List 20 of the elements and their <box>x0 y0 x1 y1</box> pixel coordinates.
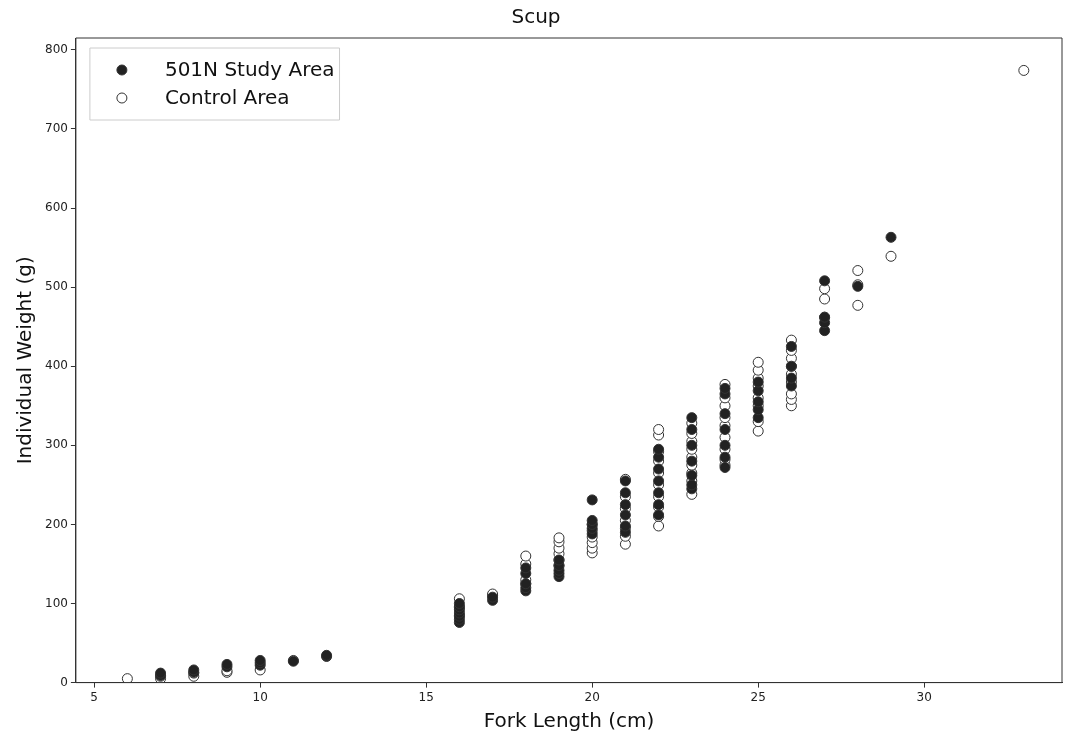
legend-label: 501N Study Area <box>164 57 335 82</box>
x-axis-title: Fork Length (cm) <box>483 708 655 733</box>
y-tick-label: 400 <box>45 358 68 373</box>
x-tick-label: 15 <box>418 689 434 704</box>
y-tick-label: 100 <box>45 595 68 610</box>
legend-label: Control Area <box>164 85 290 110</box>
y-tick-label: 700 <box>45 121 68 136</box>
y-tick-label: 800 <box>45 41 68 56</box>
x-tick-label: 25 <box>750 689 766 704</box>
y-axis-title: Individual Weight (g) <box>12 256 37 465</box>
y-tick-label: 200 <box>45 516 68 531</box>
x-tick-label: 20 <box>584 689 600 704</box>
y-tick-label: 500 <box>45 279 68 294</box>
y-tick-label: 300 <box>45 437 68 452</box>
x-tick-label: 5 <box>90 689 98 704</box>
y-tick-label: 600 <box>45 200 68 215</box>
chart-title: Scup <box>511 4 561 29</box>
y-tick-label: 0 <box>60 674 68 689</box>
x-tick-label: 10 <box>252 689 268 704</box>
x-tick-label: 30 <box>916 689 932 704</box>
